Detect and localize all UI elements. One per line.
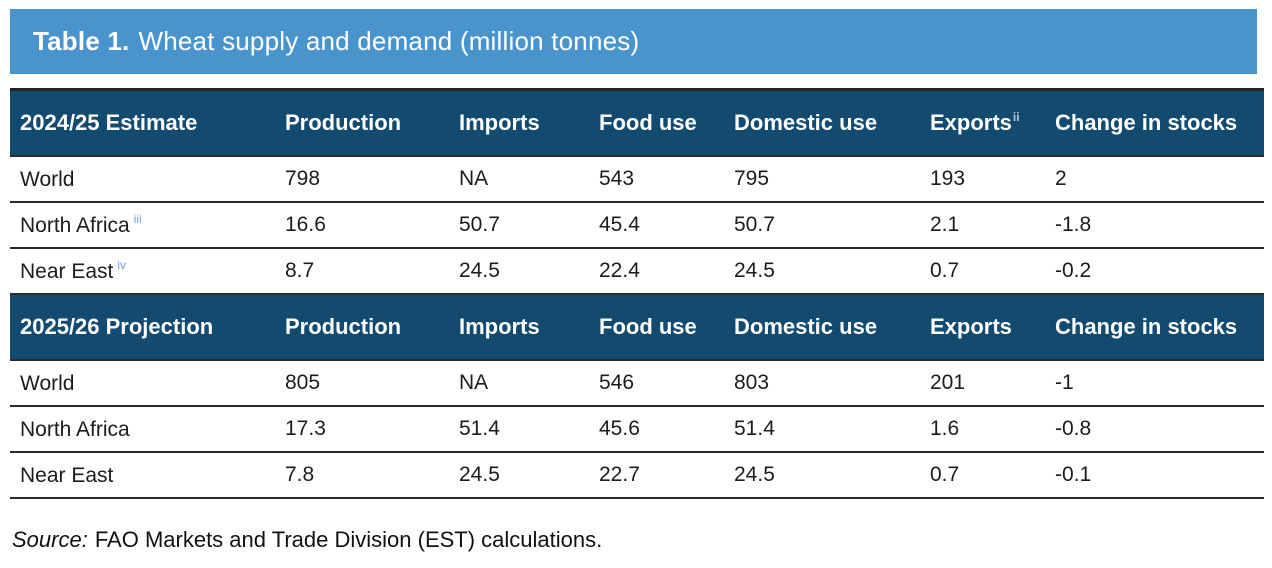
cell-production: 8.7 — [285, 259, 315, 282]
row-label-text: World — [20, 168, 75, 191]
row-label-text: Near East — [20, 464, 114, 487]
table-row-world-estimate: World 798 NA 543 795 193 2 — [10, 157, 1264, 203]
cell-domestic-use: 50.7 — [734, 213, 775, 236]
exports-footnote-marker: ii — [1012, 110, 1020, 124]
col-header-domestic-use: Domestic use — [734, 314, 878, 339]
cell-imports: NA — [459, 167, 489, 190]
cell-production: 17.3 — [285, 417, 326, 440]
cell-domestic-use: 803 — [734, 371, 770, 394]
col-header-change-in-stocks: Change in stocks — [1055, 314, 1238, 339]
section-heading-label: 2024/25 Estimate — [20, 110, 198, 135]
cell-domestic-use: 795 — [734, 167, 770, 190]
row-label-text: World — [20, 372, 75, 395]
row-footnote-marker: iv — [117, 258, 127, 272]
cell-change-in-stocks: 2 — [1055, 167, 1067, 190]
col-header-change-in-stocks: Change in stocks — [1055, 110, 1238, 135]
cell-imports: 24.5 — [459, 463, 500, 486]
cell-change-in-stocks: -1 — [1055, 371, 1074, 394]
cell-imports: NA — [459, 371, 489, 394]
col-header-imports: Imports — [459, 110, 540, 135]
row-label-text: North Africa — [20, 418, 130, 441]
col-header-exports: Exports — [930, 314, 1055, 340]
cell-change-in-stocks: -0.8 — [1055, 417, 1092, 440]
source-label: Source: — [12, 527, 88, 552]
cell-production: 798 — [285, 167, 321, 190]
section-header-2024-25: 2024/25 Estimate Production Imports Food… — [10, 91, 1264, 157]
row-label: World — [10, 166, 285, 192]
cell-change-in-stocks: -0.1 — [1055, 463, 1092, 486]
col-header-production: Production — [285, 314, 402, 339]
cell-food-use: 543 — [599, 167, 635, 190]
source-note: Source: FAO Markets and Trade Division (E… — [12, 527, 602, 553]
cell-change-in-stocks: -0.2 — [1055, 259, 1092, 282]
row-footnote-marker: iii — [133, 212, 142, 226]
cell-domestic-use: 51.4 — [734, 417, 775, 440]
cell-food-use: 546 — [599, 371, 635, 394]
section-heading: 2024/25 Estimate — [10, 110, 285, 136]
table-row-north-africa-estimate: North Africa iii 16.6 50.7 45.4 50.7 2.1 … — [10, 203, 1264, 249]
col-header-food-use: Food use — [599, 110, 697, 135]
exports-label: Exports — [930, 110, 1012, 135]
cell-imports: 51.4 — [459, 417, 500, 440]
cell-exports: 1.6 — [930, 417, 960, 440]
section-heading: 2025/26 Projection — [10, 314, 285, 340]
cell-imports: 24.5 — [459, 259, 500, 282]
source-text: FAO Markets and Trade Division (EST) cal… — [94, 527, 603, 552]
cell-production: 7.8 — [285, 463, 315, 486]
cell-imports: 50.7 — [459, 213, 500, 236]
table-title-text: Wheat supply and demand (million tonnes) — [138, 26, 640, 56]
cell-domestic-use: 24.5 — [734, 463, 775, 486]
cell-production: 16.6 — [285, 213, 326, 236]
row-label: North Africa — [10, 416, 285, 442]
cell-domestic-use: 24.5 — [734, 259, 775, 282]
cell-exports: 2.1 — [930, 213, 960, 236]
cell-change-in-stocks: -1.8 — [1055, 213, 1092, 236]
table-row-near-east-estimate: Near East iv 8.7 24.5 22.4 24.5 0.7 -0.2 — [10, 249, 1264, 295]
section-heading-label: 2025/26 Projection — [20, 314, 214, 339]
table-row-near-east-projection: Near East 7.8 24.5 22.7 24.5 0.7 -0.1 — [10, 453, 1264, 499]
section-header-2025-26: 2025/26 Projection Production Imports Fo… — [10, 295, 1264, 361]
cell-food-use: 45.6 — [599, 417, 640, 440]
cell-exports: 0.7 — [930, 259, 960, 282]
col-header-food-use: Food use — [599, 314, 697, 339]
wheat-supply-demand-table: 2024/25 Estimate Production Imports Food… — [10, 88, 1264, 499]
cell-exports: 0.7 — [930, 463, 960, 486]
table-title-bar: Table 1. Wheat supply and demand (millio… — [10, 9, 1257, 74]
col-header-imports: Imports — [459, 314, 540, 339]
cell-food-use: 22.7 — [599, 463, 640, 486]
row-label: World — [10, 370, 285, 396]
row-label: Near East iv — [10, 258, 285, 284]
col-header-production: Production — [285, 110, 402, 135]
table-row-world-projection: World 805 NA 546 803 201 -1 — [10, 361, 1264, 407]
cell-food-use: 22.4 — [599, 259, 640, 282]
row-label-text: North Africa — [20, 214, 130, 237]
cell-production: 805 — [285, 371, 321, 394]
exports-label: Exports — [930, 314, 1012, 339]
cell-food-use: 45.4 — [599, 213, 640, 236]
cell-exports: 201 — [930, 371, 966, 394]
table-row-north-africa-projection: North Africa 17.3 51.4 45.6 51.4 1.6 -0.… — [10, 407, 1264, 453]
col-header-domestic-use: Domestic use — [734, 110, 878, 135]
cell-exports: 193 — [930, 167, 966, 190]
col-header-exports: Exportsii — [930, 110, 1055, 136]
row-label-text: Near East — [20, 260, 114, 283]
row-label: Near East — [10, 462, 285, 488]
row-label: North Africa iii — [10, 212, 285, 238]
table-number-label: Table 1. — [33, 26, 130, 56]
